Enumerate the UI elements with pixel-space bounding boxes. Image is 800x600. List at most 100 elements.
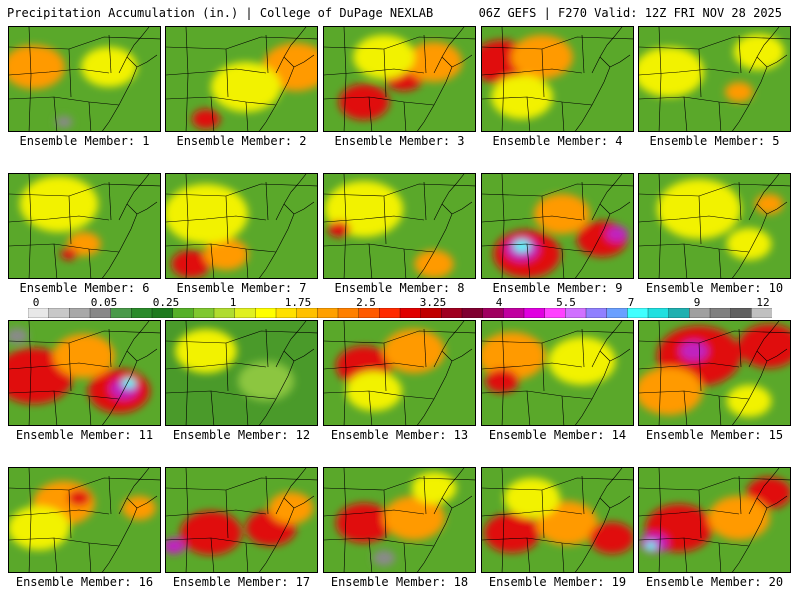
map-panel-19 xyxy=(481,467,634,573)
state-border xyxy=(501,468,505,572)
state-border xyxy=(9,215,110,223)
scale-swatch xyxy=(441,308,463,318)
state-border xyxy=(166,477,317,491)
precip-area-orange xyxy=(708,496,770,540)
precip-area-cyan xyxy=(645,542,657,550)
map-panel-2 xyxy=(165,26,318,132)
state-border xyxy=(166,362,267,370)
state-border xyxy=(403,101,407,131)
member-label-2: Ensemble Member: 2 xyxy=(176,134,307,148)
state-border xyxy=(210,390,215,425)
state-border xyxy=(225,48,229,98)
state-border xyxy=(683,390,688,425)
map-panel-17 xyxy=(165,467,318,573)
scale-swatch xyxy=(503,308,525,318)
scale-swatch xyxy=(482,308,504,318)
precip-map xyxy=(166,27,317,131)
precip-area-orange xyxy=(67,232,101,256)
precip-area-orange xyxy=(53,334,115,378)
precip-map xyxy=(324,27,475,131)
state-border xyxy=(166,390,277,400)
scale-swatch xyxy=(420,308,442,318)
state-border xyxy=(766,348,788,362)
color-scale-bar xyxy=(28,308,772,318)
state-border xyxy=(482,36,633,50)
precip-map xyxy=(482,468,633,572)
state-border xyxy=(324,330,475,344)
state-border xyxy=(324,243,435,253)
state-border xyxy=(423,34,427,74)
state-border xyxy=(166,537,277,547)
state-border xyxy=(417,497,453,572)
precip-area-yellow xyxy=(639,47,704,97)
state-border xyxy=(482,215,583,223)
state-border xyxy=(609,495,631,509)
state-border xyxy=(293,201,315,215)
state-border xyxy=(482,330,633,344)
state-border xyxy=(102,56,138,131)
state-border xyxy=(265,181,269,221)
state-border xyxy=(738,475,742,515)
state-border xyxy=(658,27,662,131)
state-border xyxy=(225,195,229,245)
state-border xyxy=(324,215,425,223)
scale-tick-label: 9 xyxy=(693,296,701,309)
map-panel-12 xyxy=(165,320,318,426)
state-border xyxy=(541,195,545,245)
member-label-6: Ensemble Member: 6 xyxy=(19,281,150,295)
state-border xyxy=(561,395,565,425)
scale-swatch xyxy=(234,308,256,318)
precip-area-cyan xyxy=(513,240,531,252)
scale-swatch xyxy=(317,308,339,318)
state-border xyxy=(698,48,702,98)
state-border xyxy=(541,48,545,98)
map-panel-20 xyxy=(638,467,791,573)
precip-map xyxy=(166,174,317,278)
state-border xyxy=(451,495,473,509)
state-border xyxy=(210,96,215,131)
state-border xyxy=(102,203,138,278)
state-border xyxy=(683,96,688,131)
state-border xyxy=(639,509,740,517)
state-border xyxy=(245,101,249,131)
scale-tick-label: 5.5 xyxy=(556,296,576,309)
scale-swatch xyxy=(48,308,70,318)
scale-swatch xyxy=(606,308,628,318)
state-border xyxy=(423,328,427,368)
state-border xyxy=(324,96,435,106)
precip-map xyxy=(482,321,633,425)
state-border xyxy=(433,174,465,221)
state-border xyxy=(343,468,347,572)
state-border xyxy=(526,537,531,572)
map-panel-9 xyxy=(481,173,634,279)
run-info: 06Z GEFS | F270 Valid: 12Z FRI NOV 28 20… xyxy=(478,6,782,20)
precip-area-yellow xyxy=(81,47,137,87)
state-border xyxy=(482,390,593,400)
precip-area-yellow xyxy=(166,184,248,244)
scale-tick-label: 0.25 xyxy=(152,296,180,309)
state-border xyxy=(225,342,229,392)
state-border xyxy=(9,390,120,400)
scale-tick-label: 0 xyxy=(32,296,40,309)
state-border xyxy=(9,68,110,76)
precip-area-yellow xyxy=(548,337,616,385)
state-border xyxy=(482,183,633,197)
precip-area-orange xyxy=(268,492,314,524)
member-label-11: Ensemble Member: 11 xyxy=(15,428,154,442)
state-border xyxy=(324,36,475,50)
precip-area-orange xyxy=(9,45,65,89)
scale-swatch xyxy=(193,308,215,318)
member-label-8: Ensemble Member: 8 xyxy=(334,281,465,295)
state-border xyxy=(368,96,373,131)
precip-area-orange xyxy=(383,496,445,540)
state-border xyxy=(575,350,611,425)
state-border xyxy=(561,101,565,131)
state-border xyxy=(561,542,565,572)
scale-swatch xyxy=(213,308,236,318)
map-panel-3 xyxy=(323,26,476,132)
state-border xyxy=(88,101,92,131)
state-border xyxy=(526,96,531,131)
precip-area-yellow xyxy=(411,472,457,504)
precip-area-yellow xyxy=(353,35,415,79)
state-border xyxy=(718,101,722,131)
